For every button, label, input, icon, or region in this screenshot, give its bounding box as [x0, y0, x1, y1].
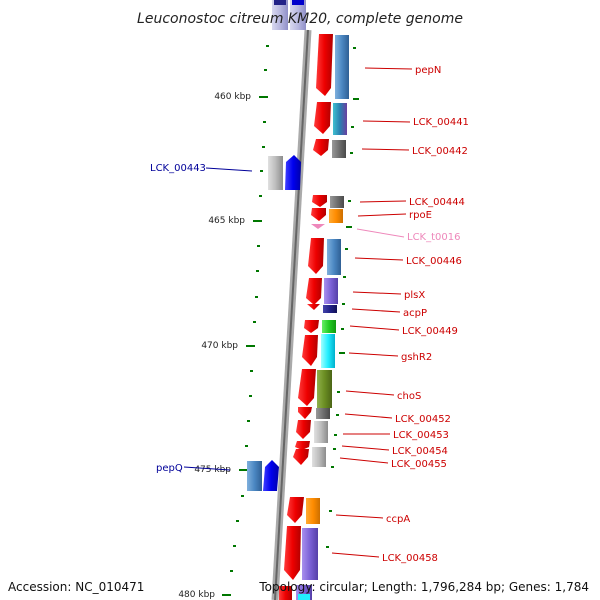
label-LCK_00449[interactable]: LCK_00449: [402, 326, 458, 337]
top-partial-gene: [274, 0, 286, 5]
gene-rpoE[interactable]: [311, 208, 326, 221]
gene-LCK_00458[interactable]: [284, 526, 301, 580]
category-ccpA: [306, 498, 320, 524]
category-LCK_00441: [333, 103, 347, 135]
category-acpP: [323, 305, 337, 313]
category-LCK_00446: [327, 239, 341, 275]
gene-plsX[interactable]: [306, 278, 322, 305]
label-plsX[interactable]: plsX: [404, 290, 425, 301]
ruler-labels: 460 kbp 465 kbp 470 kbp 475 kbp 480 kbp: [178, 92, 251, 600]
category-LCK_00444: [330, 196, 344, 208]
category-bars: [296, 35, 349, 600]
label-LCK_00455[interactable]: LCK_00455: [391, 459, 447, 470]
gene-acpP[interactable]: [307, 304, 320, 310]
category-LCK_00455: [312, 447, 326, 467]
label-LCK_00454[interactable]: LCK_00454: [392, 446, 448, 457]
gene-pepQ[interactable]: [263, 460, 279, 491]
label-LCK_00444[interactable]: LCK_00444: [409, 197, 465, 208]
gene-LCK_00446[interactable]: [308, 238, 324, 274]
gene-LCK_00454[interactable]: [295, 441, 310, 450]
category-LCK_00449: [322, 320, 336, 333]
category-pepN: [335, 35, 349, 99]
gene-gshR2[interactable]: [302, 335, 318, 366]
top-partial-gene: [292, 0, 304, 5]
category-pepQ: [247, 461, 262, 491]
category-LCK_00458: [302, 528, 318, 580]
label-LCK_00452[interactable]: LCK_00452: [395, 414, 451, 425]
label-LCK_00441[interactable]: LCK_00441: [413, 117, 469, 128]
category-LCK_00453: [314, 421, 328, 443]
label-ccpA[interactable]: ccpA: [386, 514, 410, 525]
gene-LCK_00441[interactable]: [314, 102, 331, 134]
gene-LCK_00455[interactable]: [293, 449, 309, 465]
gene-LCK_00443[interactable]: [285, 155, 301, 190]
gene-LCK_00453[interactable]: [296, 420, 311, 439]
label-LCK_t0016[interactable]: LCK_t0016: [407, 232, 460, 243]
category-bottom-cyan: [298, 594, 310, 600]
label-LCK_00443[interactable]: LCK_00443: [150, 163, 206, 174]
accession-text: Accession: NC_010471: [8, 580, 145, 594]
label-LCK_00458[interactable]: LCK_00458: [382, 553, 438, 564]
category-LCK_00442: [332, 140, 346, 158]
label-pepN[interactable]: pepN: [415, 65, 441, 76]
top-partial-gene: [272, 0, 288, 30]
topology-text: Topology: circular; Length: 1,796,284 bp…: [259, 580, 589, 594]
label-LCK_00446[interactable]: LCK_00446: [406, 256, 462, 267]
leader-lines: [183, 67, 413, 558]
gene-ccpA[interactable]: [287, 497, 304, 523]
label-LCK_00453[interactable]: LCK_00453: [393, 430, 449, 441]
gene-LCK_00444[interactable]: [312, 195, 327, 207]
gene-LCK_00442[interactable]: [313, 139, 329, 156]
top-partial-gene: [290, 0, 306, 30]
category-plsX: [324, 278, 338, 304]
category-rpoE: [329, 209, 343, 223]
label-pepQ[interactable]: pepQ: [156, 463, 183, 474]
ruler: [222, 45, 359, 596]
gene-labels: pepN LCK_00441 LCK_00442 LCK_00443 LCK_0…: [150, 65, 469, 564]
gene-LCK_t0016[interactable]: [311, 224, 325, 229]
tick-label-460: 460 kbp: [214, 92, 251, 102]
label-rpoE[interactable]: rpoE: [409, 210, 432, 221]
gene-pepN[interactable]: [316, 34, 333, 96]
gene-bottom-partial[interactable]: [279, 586, 292, 600]
gene-LCK_00449[interactable]: [304, 320, 319, 333]
map-title: Leuconostoc citreum KM20, complete genom…: [137, 11, 463, 27]
tick-label-480: 480 kbp: [178, 590, 215, 600]
gene-LCK_00452[interactable]: [298, 407, 312, 419]
tick-label-470: 470 kbp: [201, 341, 238, 351]
genome-backbone-line: [274, 29, 309, 600]
label-gshR2[interactable]: gshR2: [401, 352, 432, 363]
label-acpP[interactable]: acpP: [403, 308, 427, 319]
category-LCK_00452: [316, 408, 330, 419]
gene-choS[interactable]: [298, 369, 316, 406]
tick-label-465: 465 kbp: [208, 216, 245, 226]
category-gshR2: [321, 334, 335, 368]
category-LCK_00443: [268, 156, 283, 190]
category-choS: [317, 370, 332, 408]
forward-genes: [279, 34, 333, 600]
tick-label-475: 475 kbp: [194, 465, 231, 475]
label-choS[interactable]: choS: [397, 391, 421, 402]
label-LCK_00442[interactable]: LCK_00442: [412, 146, 468, 157]
reverse-genes: [247, 155, 301, 491]
